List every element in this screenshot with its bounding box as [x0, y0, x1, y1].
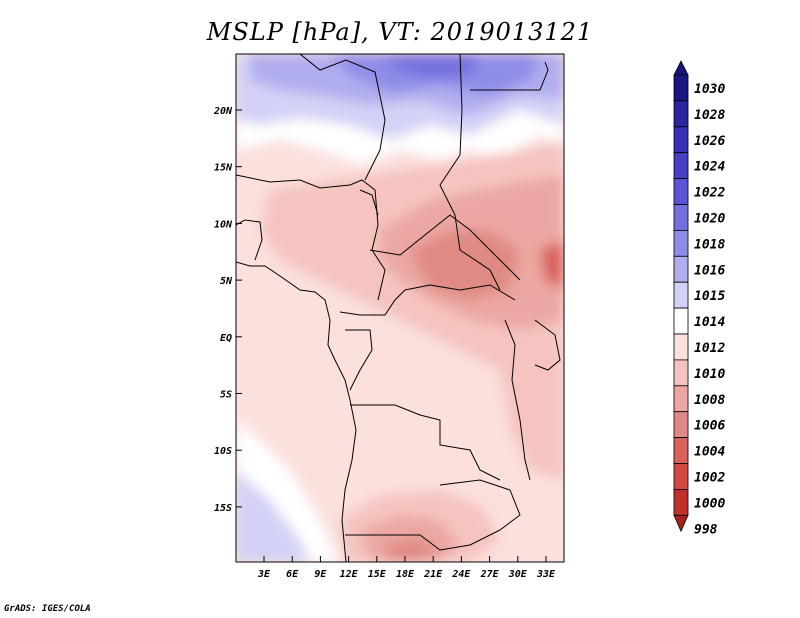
border-north-1	[299, 54, 386, 181]
colorbar-swatch	[673, 281, 689, 309]
lake-victoria	[534, 319, 561, 371]
colorbar-level-label: 1022	[694, 186, 725, 201]
colorbar-swatch	[673, 126, 689, 154]
border-ghana	[236, 219, 263, 261]
colorbar-level-label: 1028	[694, 108, 725, 123]
lon-tick-label: 33E	[536, 569, 556, 580]
border-gabon	[345, 329, 373, 391]
lon-tick-label: 9E	[314, 569, 327, 580]
colorbar-level-label: 1002	[694, 471, 725, 486]
lon-tick-label: 18E	[396, 569, 415, 580]
colorbar-swatch	[673, 385, 689, 413]
map-title: MSLP [hPa], VT: 2019013121	[206, 18, 594, 46]
border-zambia	[439, 479, 521, 531]
border-drc-north	[339, 284, 516, 316]
colorbar-swatch	[673, 100, 689, 128]
border-namibia	[345, 529, 501, 551]
lat-tick-label: 15N	[214, 163, 233, 174]
border-sahel	[236, 174, 386, 301]
zone-1020	[380, 54, 480, 78]
lat-tick-label: 10S	[214, 446, 232, 457]
colorbar-level-label: 1026	[694, 134, 725, 149]
colorbar-level-label: 1010	[694, 367, 725, 382]
lon-axis: 3E 6E 9E 12E 15E 18E 21E 24E 27E 30E 33E	[257, 556, 556, 580]
colorbar-top-arrow	[673, 60, 689, 76]
border-car	[369, 214, 521, 281]
colorbar-level-label: 1008	[694, 393, 725, 408]
coastline-west	[236, 261, 357, 562]
colorbar-swatch	[673, 359, 689, 387]
colorbar-level-label: 1020	[694, 212, 725, 227]
country-borders	[236, 54, 561, 562]
lat-tick-label: 15S	[214, 503, 232, 514]
colorbar-level-label: 1016	[694, 263, 725, 278]
plot-frame	[235, 53, 565, 563]
lon-tick-label: 3E	[257, 569, 271, 580]
colorbar-level-label: 998	[694, 522, 718, 537]
lat-tick-label: 5S	[220, 390, 232, 401]
lon-tick-label: 12E	[340, 569, 359, 580]
border-rift	[504, 319, 531, 481]
lake-chad	[359, 189, 379, 216]
colorbar-level-label: 1006	[694, 419, 725, 434]
zone-1006	[410, 230, 520, 300]
colorbar-level-label: 1000	[694, 496, 725, 511]
colorbar-level-label: 1012	[694, 341, 725, 356]
colorbar-level-label: 1024	[694, 160, 725, 175]
zone-s-1008	[360, 515, 460, 562]
colorbar-level-label: 1014	[694, 315, 725, 330]
colorbar-swatch	[673, 463, 689, 490]
lon-tick-label: 24E	[451, 569, 471, 580]
colorbar-swatch	[673, 229, 689, 257]
border-sudan	[439, 54, 501, 291]
lat-tick-label: 10N	[214, 219, 233, 230]
credit-text: GrADS: IGES/COLA	[4, 604, 91, 614]
zone-1004	[540, 240, 564, 290]
border-angola-drc	[350, 404, 501, 481]
colorbar-level-label: 1004	[694, 445, 725, 460]
border-egypt	[470, 61, 549, 91]
lat-tick-label: 20N	[213, 106, 233, 117]
lon-tick-label: 27E	[480, 569, 500, 580]
lat-axis: 20N 15N 10N 5N EQ 5S 10S 15S	[213, 106, 242, 514]
colorbar-swatch	[673, 178, 689, 205]
colorbar-swatch	[673, 411, 689, 439]
colorbar-swatch	[673, 333, 689, 361]
colorbar-swatch	[673, 74, 689, 102]
colorbar-swatch	[673, 204, 689, 231]
lon-tick-label: 6E	[286, 569, 299, 580]
colorbar-swatch	[673, 307, 689, 335]
colorbar-level-label: 1015	[694, 289, 725, 304]
lat-tick-label: 5N	[220, 276, 233, 287]
colorbar-swatch	[673, 152, 689, 179]
colorbar-level-label: 1018	[694, 237, 725, 252]
colorbar: 1030 1028 1026 1024 1022 1020 1018 1016 1015 1014…	[673, 60, 725, 537]
pressure-field	[236, 54, 564, 562]
colorbar-level-label: 1030	[694, 82, 725, 97]
colorbar-swatch	[673, 255, 689, 283]
colorbar-swatch	[673, 437, 689, 464]
zone-sw-1015	[236, 470, 310, 562]
colorbar-swatch	[673, 488, 689, 516]
lat-tick-label: EQ	[220, 333, 232, 344]
colorbar-bottom-arrow	[673, 514, 689, 533]
lon-tick-label: 30E	[508, 569, 528, 580]
zone-s-1006	[385, 538, 440, 562]
lon-tick-label: 15E	[368, 569, 387, 580]
lon-tick-label: 21E	[423, 569, 443, 580]
zone-e-1010	[500, 350, 564, 480]
